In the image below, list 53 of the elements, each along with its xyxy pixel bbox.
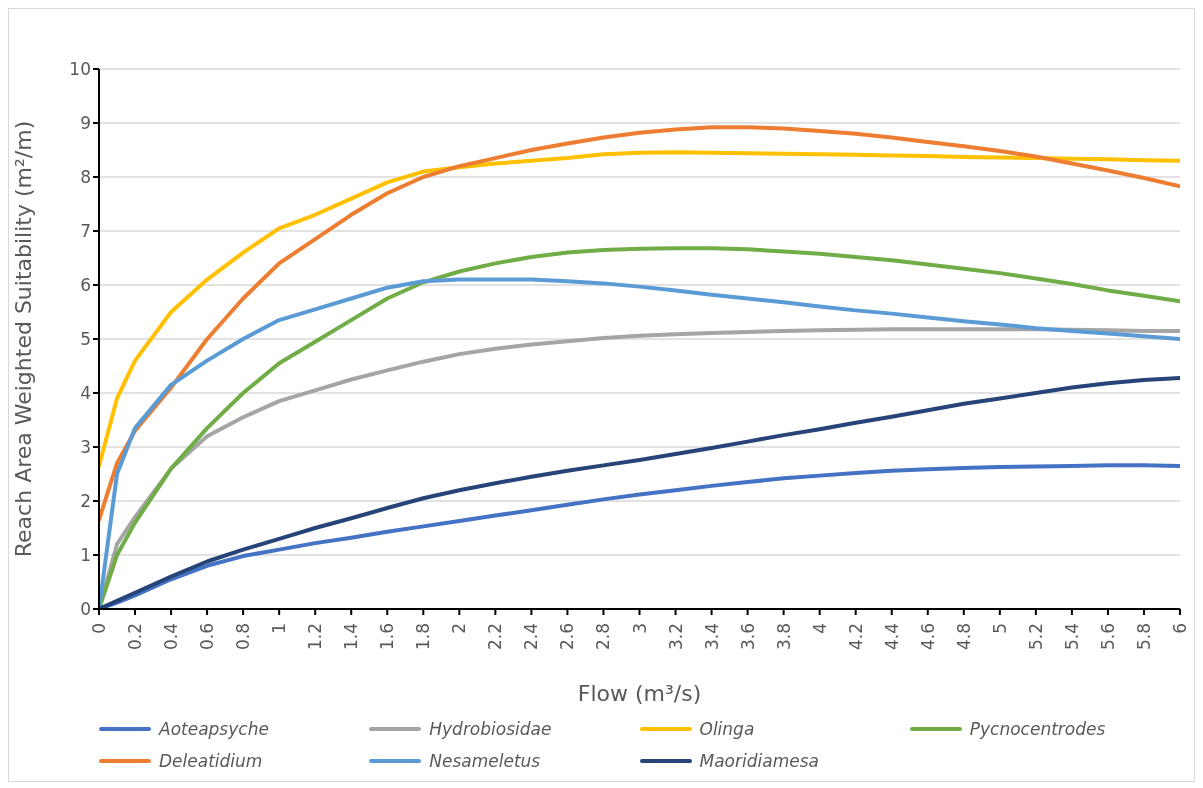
x-tick-label: 5.2	[1025, 623, 1046, 651]
legend-label: Hydrobiosidae	[429, 719, 552, 739]
x-tick-label: 2.4	[521, 623, 542, 651]
y-tick-label: 1	[80, 545, 91, 566]
x-tick-label: 0.8	[233, 623, 254, 651]
x-tick-label: 4.8	[953, 623, 974, 651]
x-tick-label: 4	[809, 623, 830, 634]
x-tick-label: 5.8	[1133, 623, 1154, 651]
legend-label: Pycnocentrodes	[969, 719, 1106, 739]
y-tick-label: 0	[80, 599, 91, 620]
y-tick-label: 10	[69, 59, 91, 80]
line-series	[99, 150, 1180, 468]
y-tick-label: 3	[80, 437, 91, 458]
legend-label: Olinga	[699, 719, 755, 739]
x-tick-label: 3.4	[701, 623, 722, 651]
x-tick-label: 3.2	[665, 623, 686, 651]
x-tick-label: 3.8	[773, 623, 794, 651]
x-tick-label: 0.4	[161, 623, 182, 651]
x-tick-label: 2	[449, 623, 470, 634]
x-tick-label: 0	[89, 623, 109, 634]
y-tick-label: 6	[80, 275, 91, 296]
x-tick-label: 6	[1170, 623, 1190, 634]
x-tick-label: 0.2	[125, 623, 146, 651]
legend-label: Deleatidium	[159, 751, 263, 771]
x-tick-label: 4.6	[917, 623, 938, 651]
y-tick-label: 2	[80, 491, 91, 512]
legend-label: Aoteapsyche	[159, 719, 269, 739]
x-tick-label: 5.6	[1097, 623, 1118, 651]
x-tick-label: 1.8	[413, 623, 434, 651]
x-tick-label: 0.6	[197, 623, 218, 651]
x-tick-label: 2.6	[557, 623, 578, 651]
x-tick-label: 1.4	[341, 623, 362, 651]
y-tick-label: 8	[80, 167, 91, 188]
x-tick-label: 1	[269, 623, 290, 634]
y-axis-title: Reach Area Weighted Suitability (m²/m)	[10, 120, 36, 558]
legend-label: Nesameletus	[429, 751, 541, 771]
x-tick-label: 3.6	[737, 623, 758, 651]
y-tick-label: 7	[80, 221, 91, 242]
x-tick-label: 5.4	[1061, 623, 1082, 651]
x-tick-label: 1.6	[377, 623, 398, 651]
y-tick-label: 5	[80, 329, 91, 350]
x-tick-label: 1.2	[305, 623, 326, 651]
y-tick-label: 4	[80, 383, 91, 404]
y-tick-label: 9	[80, 113, 91, 134]
x-tick-label: 2.8	[593, 623, 614, 651]
x-axis-title: Flow (m³/s)	[577, 681, 702, 706]
x-tick-label: 3	[629, 623, 650, 634]
x-tick-label: 5	[989, 623, 1010, 634]
x-tick-label: 4.2	[845, 623, 866, 651]
x-tick-label: 4.4	[881, 623, 902, 651]
legend-label: Maoridiamesa	[699, 751, 819, 771]
line-series	[99, 125, 1180, 522]
x-tick-label: 2.2	[485, 623, 506, 651]
